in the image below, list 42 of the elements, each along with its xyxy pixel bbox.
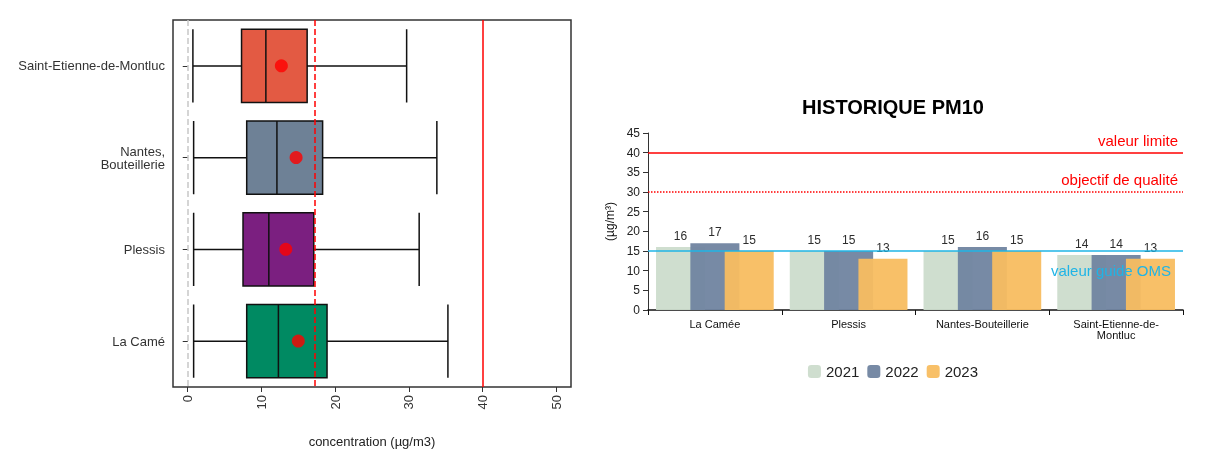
data-label: 17	[708, 225, 722, 240]
y-tick-label: 40	[626, 145, 641, 160]
data-label: 15	[807, 233, 822, 247]
data-label: 14	[1109, 236, 1124, 251]
legend-label: 2021	[825, 363, 860, 380]
x-tick-label: 50	[548, 395, 564, 410]
y-tick-label: 25	[626, 204, 641, 219]
ref-line-label: valeur limite	[1097, 131, 1178, 149]
y-tick-label: 0	[633, 303, 641, 317]
x-tick-label: Nantes-Bouteillerie	[935, 317, 1029, 330]
y-tick-label: Nantes, Bouteillerie	[100, 143, 165, 172]
data-label: 15	[941, 233, 956, 247]
y-axis-title: (µg/m³)	[602, 202, 617, 241]
y-tick-label: 20	[626, 224, 641, 239]
x-tick-label: Plessis	[831, 317, 867, 330]
y-tick-label: La Camé	[112, 333, 165, 349]
x-axis-title: concentration (µg/m3)	[308, 434, 436, 449]
x-tick-label: 30	[401, 395, 417, 410]
ref-line-label: objectif de qualité	[1061, 171, 1178, 188]
x-tick-label: 20	[327, 395, 343, 410]
y-tick-label: 45	[626, 126, 641, 140]
data-label: 16	[975, 229, 990, 244]
legend-label: 2022	[885, 363, 919, 380]
data-label: 14	[1075, 236, 1089, 251]
data-label: 15	[841, 233, 856, 247]
y-tick-label: 5	[633, 283, 641, 298]
x-tick-label: La Camée	[689, 317, 741, 330]
chart-title: HISTORIQUE PM10	[802, 96, 984, 118]
y-tick-label: Plessis	[123, 241, 166, 257]
data-label: 15	[742, 233, 757, 247]
y-tick-label: 10	[626, 263, 641, 278]
legend-label: 2023	[944, 363, 979, 380]
y-tick-label: Saint-Etienne-de-Montluc	[18, 58, 166, 74]
y-tick-label: 35	[626, 165, 641, 180]
data-label: 15	[1010, 233, 1024, 247]
x-tick-label: 0	[180, 395, 196, 403]
data-label: 16	[673, 229, 688, 244]
y-tick-label: 30	[626, 185, 641, 199]
y-tick-label: 15	[626, 244, 641, 258]
x-tick-label: Saint-Etienne-de- Montluc	[1073, 317, 1160, 341]
x-tick-label: 40	[475, 395, 491, 410]
x-tick-label: 10	[253, 395, 269, 410]
